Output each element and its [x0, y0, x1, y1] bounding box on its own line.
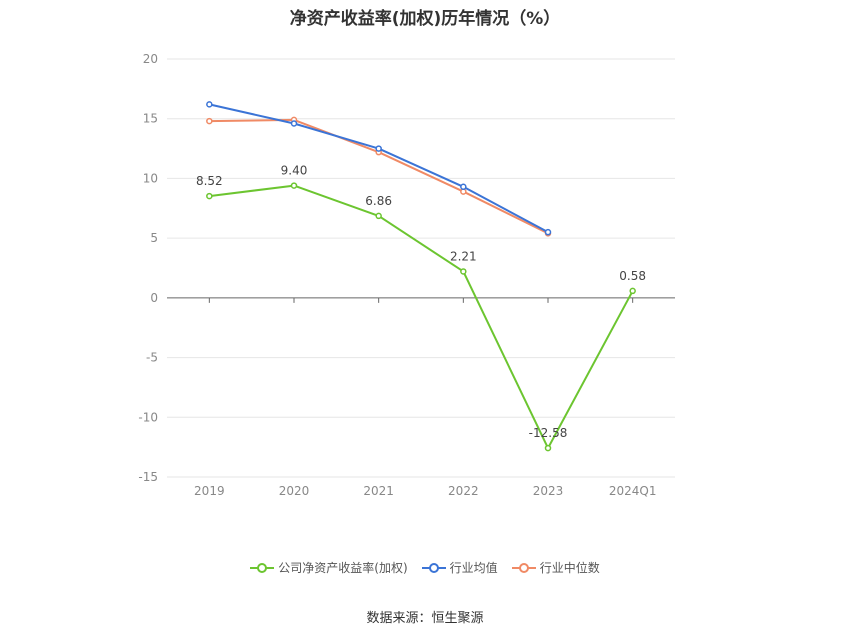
- legend-marker-icon: [421, 562, 446, 574]
- chart-title: 净资产收益率(加权)历年情况（%）: [289, 9, 561, 29]
- legend-marker-icon: [511, 562, 536, 574]
- data-label: 9.40: [281, 164, 308, 178]
- series-line-0: [209, 184, 634, 450]
- x-tick-label: 2023: [533, 484, 564, 498]
- data-label: 0.58: [619, 269, 646, 283]
- data-point[interactable]: [544, 444, 552, 452]
- x-tick-label: 2019: [194, 484, 225, 498]
- y-tick-label: 5: [150, 231, 158, 245]
- x-tick-label: 2022: [448, 484, 479, 498]
- y-tick-label: 15: [143, 112, 158, 126]
- data-label: 6.86: [365, 194, 392, 208]
- x-tick-label: 2020: [279, 484, 310, 498]
- legend-item-industry-mean[interactable]: 行业均值: [421, 559, 498, 576]
- legend-marker-icon: [250, 562, 275, 574]
- data-label: 8.52: [196, 174, 223, 188]
- y-tick-label: 0: [150, 291, 158, 305]
- y-tick-label: 10: [143, 171, 158, 185]
- legend-label: 行业均值: [449, 561, 498, 575]
- data-point[interactable]: [629, 287, 636, 295]
- data-point[interactable]: [206, 117, 213, 125]
- data-point[interactable]: [375, 212, 382, 220]
- data-label: 2.21: [450, 249, 477, 263]
- legend: 公司净资产收益率(加权) 行业均值 行业中位数: [0, 559, 850, 576]
- legend-item-industry-median[interactable]: 行业中位数: [511, 559, 600, 576]
- legend-item-company[interactable]: 公司净资产收益率(加权): [250, 559, 408, 576]
- data-source: 数据来源：恒生聚源: [366, 611, 484, 626]
- data-point[interactable]: [460, 183, 467, 191]
- y-tick-label: -5: [146, 351, 158, 365]
- data-label: -12.58: [529, 426, 568, 440]
- data-point[interactable]: [290, 182, 298, 189]
- data-point[interactable]: [460, 268, 467, 275]
- x-tick-label: 2024Q1: [609, 484, 657, 498]
- data-labels: 8.52 9.40 6.86 2.21 -12.58 0.58: [196, 164, 646, 441]
- series-group: [206, 101, 636, 452]
- y-axis-ticks: 20 15 10 5 0 -5 -10 -15: [138, 52, 158, 484]
- data-point[interactable]: [206, 101, 213, 108]
- data-point[interactable]: [290, 120, 298, 127]
- x-tick-label: 2021: [363, 484, 394, 498]
- legend-label: 行业中位数: [539, 561, 600, 575]
- data-point[interactable]: [375, 145, 382, 152]
- data-point[interactable]: [206, 192, 213, 200]
- y-tick-label: -10: [138, 410, 158, 424]
- y-tick-label: 20: [143, 52, 158, 66]
- y-tick-label: -15: [138, 470, 158, 484]
- x-axis: 2019 2020 2021 2022 2023 2024Q1: [194, 297, 657, 498]
- legend-label: 公司净资产收益率(加权): [278, 561, 408, 575]
- data-point[interactable]: [544, 228, 552, 236]
- grid-lines: [167, 58, 675, 478]
